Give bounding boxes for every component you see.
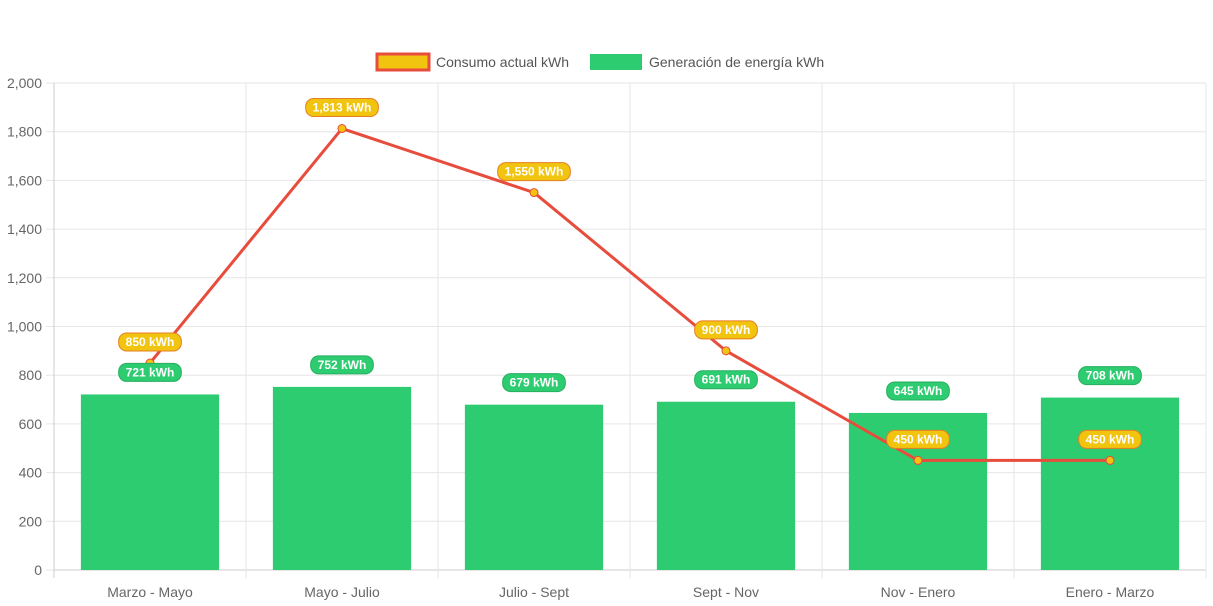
y-tick-label: 1,000: [7, 319, 42, 335]
line-data-label: 900 kWh: [694, 320, 758, 340]
y-tick-label: 200: [19, 513, 43, 529]
bar-data-label: 708 kWh: [1078, 366, 1142, 386]
x-tick-label: Nov - Enero: [881, 584, 956, 600]
y-tick-label: 1,400: [7, 221, 42, 237]
bar: [80, 394, 220, 570]
line-data-label-text: 900 kWh: [702, 323, 751, 337]
line-labels: 850 kWh 1,813 kWh 1,550 kWh 900 kWh 450 kWh 4…: [118, 98, 1142, 449]
y-tick-label: 600: [19, 416, 43, 432]
bar-data-label-bg: [502, 373, 566, 393]
legend-label-generacion[interactable]: Generación de energía kWh: [649, 54, 824, 70]
legend-label-consumo[interactable]: Consumo actual kWh: [436, 54, 569, 70]
y-tick-label: 0: [34, 562, 42, 578]
x-tick-label: Enero - Marzo: [1066, 584, 1155, 600]
bar-data-label: 721 kWh: [118, 362, 182, 382]
line-data-label-bg: [886, 429, 950, 449]
y-axis: 0 200 400 600 800 1,000 1,200 1,400 1,600 1,800 2,…: [7, 75, 42, 578]
x-tick-label: Mayo - Julio: [304, 584, 380, 600]
legend-swatch-generacion[interactable]: [590, 54, 642, 70]
line-data-label: 1,550 kWh: [497, 162, 571, 182]
x-axis: Marzo - Mayo Mayo - Julio Julio - Sept Sept…: [107, 584, 1154, 600]
line-point: [913, 455, 923, 465]
line-point: [721, 346, 731, 356]
legend-swatch-consumo[interactable]: [375, 52, 431, 72]
bar-data-label: 752 kWh: [310, 355, 374, 375]
bar-data-label: 691 kWh: [694, 370, 758, 390]
line-data-label: 450 kWh: [886, 429, 950, 449]
line-data-label: 850 kWh: [118, 332, 182, 352]
line-data-label-text: 1,550 kWh: [505, 165, 564, 179]
line-data-label-bg: [118, 332, 182, 352]
y-tick-label: 2,000: [7, 75, 42, 91]
bar: [464, 404, 604, 570]
line-point: [337, 124, 347, 134]
line-data-label-bg: [497, 162, 571, 182]
bar-series: [80, 386, 1180, 570]
legend: Consumo actual kWh Generación de energía…: [375, 52, 824, 72]
bar-data-label-bg: [118, 362, 182, 382]
x-tick-label: Sept - Nov: [693, 584, 759, 600]
line-data-label-bg: [1078, 429, 1142, 449]
bar-data-label-text: 752 kWh: [318, 358, 367, 372]
bar-data-label-text: 708 kWh: [1086, 369, 1135, 383]
bar: [272, 386, 412, 570]
y-tick-label: 1,600: [7, 172, 42, 188]
bar: [656, 401, 796, 570]
bar-data-label: 645 kWh: [886, 381, 950, 401]
bar-data-label: 679 kWh: [502, 373, 566, 393]
bar-data-label-text: 645 kWh: [894, 384, 943, 398]
line-data-label: 450 kWh: [1078, 429, 1142, 449]
x-tick-label: Julio - Sept: [499, 584, 569, 600]
bar-data-label-text: 721 kWh: [126, 365, 175, 379]
grid: [46, 82, 1207, 578]
bar-data-label-bg: [886, 381, 950, 401]
line-point: [529, 188, 539, 198]
bar-data-label-text: 691 kWh: [702, 373, 751, 387]
line-data-label-text: 450 kWh: [1086, 432, 1135, 446]
bar-data-label-bg: [1078, 366, 1142, 386]
line-point: [1105, 455, 1115, 465]
line-data-label-bg: [305, 98, 379, 118]
y-tick-label: 800: [19, 367, 43, 383]
line-data-label-text: 850 kWh: [126, 335, 175, 349]
line-path: [148, 127, 1110, 462]
bar: [1040, 397, 1180, 570]
y-tick-label: 1,800: [7, 124, 42, 140]
y-tick-label: 400: [19, 465, 43, 481]
line-data-label-bg: [694, 320, 758, 340]
y-tick-label: 1,200: [7, 270, 42, 286]
bar-data-label-bg: [694, 370, 758, 390]
line-data-label: 1,813 kWh: [305, 98, 379, 118]
bar-data-label-bg: [310, 355, 374, 375]
bar-labels: 721 kWh 752 kWh 679 kWh 691 kWh 645 kWh 708 k…: [118, 355, 1142, 401]
x-tick-label: Marzo - Mayo: [107, 584, 193, 600]
line-data-label-text: 1,813 kWh: [313, 101, 372, 115]
bar-data-label-text: 679 kWh: [510, 376, 559, 390]
line-data-label-text: 450 kWh: [894, 432, 943, 446]
